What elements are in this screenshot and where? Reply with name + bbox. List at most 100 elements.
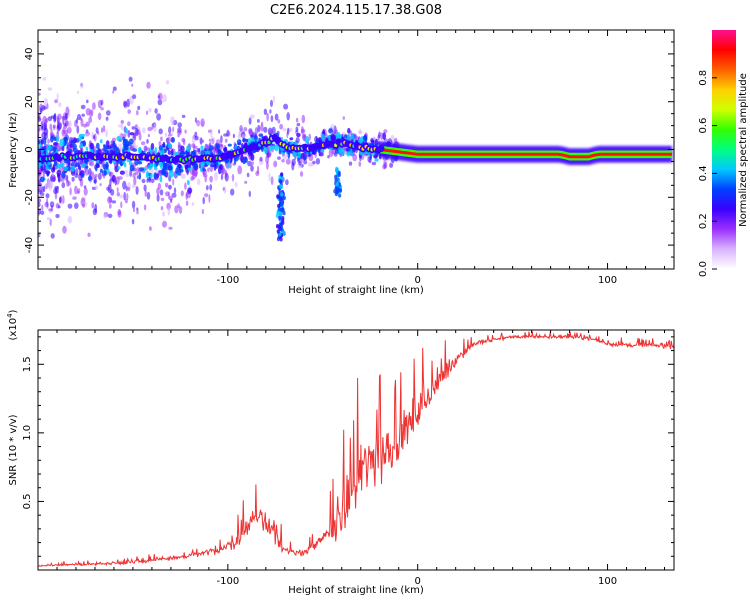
spectrogram-speckle [160,197,165,201]
snr-y-tick-label: 0.5 [22,493,33,509]
spectrogram-blob [128,160,133,166]
spectrogram-blob [292,152,297,157]
spectrogram-blob [374,138,379,147]
spectrogram-blob [103,144,107,153]
spectrogram-blob [328,128,333,134]
spectrogram-speckle [91,202,95,209]
spectrogram-speckle [54,192,58,200]
spectrogram-speckle [137,105,141,111]
spectrogram-speckle [177,122,182,128]
spectrogram-blob [59,138,65,147]
spectrogram-blob [40,164,44,172]
spectrogram-speckle [301,114,306,124]
colorbar: 0.0 0.2 0.4 0.6 0.8 Normalized spectral ampl… [698,30,749,277]
spectrogram-speckle [136,207,139,211]
spectrogram-speckle [384,162,388,168]
spectrogram-speckle [132,172,136,179]
spectrogram-blob [138,172,142,180]
spectrogram-speckle [107,184,112,194]
spectrogram-speckle [223,186,227,194]
spectrogram-blob [216,143,220,150]
spectrogram-blob [171,137,175,143]
spectrogram-speckle [146,191,151,200]
spectrogram-speckle [135,186,139,195]
spectrogram-speckle [263,126,268,133]
spectrogram-blob [124,127,128,134]
spectrogram-speckle [66,179,70,187]
spectrogram-speckle [100,127,104,134]
spectrogram-blob [119,160,123,167]
spectrogram-blob [149,173,153,179]
spectrogram-speckle [106,110,111,116]
spectrogram-blob [56,163,61,169]
spectrogram-x-label: Height of straight line (km) [288,285,424,296]
spectrogram-blob [95,142,100,150]
spectrogram-blob [274,144,279,152]
spectrogram-speckle [162,220,167,228]
spectrogram-blob [81,162,87,168]
spectrogram-blob [105,161,109,170]
spectrogram-speckle [180,190,184,197]
spectrogram-blob [56,169,62,177]
spectrogram-speckle [165,80,170,85]
spectrogram-speckle [248,117,252,125]
spectrogram-ridge-blob [378,145,385,153]
spectrogram-blob [63,166,68,172]
spectrogram-speckle [348,161,353,166]
spectrogram-branch [335,189,339,194]
snr-y-tick-label: 1.5 [22,356,33,372]
spectrogram-speckle [153,123,157,133]
spectrogram-blob [69,143,73,148]
spectrogram-speckle [119,194,124,199]
spectrogram-speckle [300,128,306,134]
spectrogram-speckle [240,125,243,129]
spectrogram-speckle [85,108,91,116]
spectrogram-blob [167,142,172,149]
spectrogram-speckle [40,210,45,216]
spectrogram-x-tick-label: -100 [216,275,239,286]
spectrogram-speckle [195,170,198,178]
spectrogram-speckle [181,114,186,118]
spectrogram-branch [281,220,285,225]
spectrogram-y-tick-label: 40 [24,48,35,61]
spectrogram-speckle [46,203,49,209]
spectrogram-speckle [218,129,221,134]
spectrogram-speckle [42,77,47,81]
spectrogram-speckle [160,206,164,211]
spectrogram-speckle [59,145,63,151]
spectrogram-speckle [296,122,301,127]
spectrogram-blob [81,173,85,177]
spectrogram-speckle [64,112,69,120]
spectrogram-speckle [131,218,135,225]
spectrogram-blob [183,151,188,155]
spectrogram-speckle [178,205,183,214]
snr-y-tick-label: 1.0 [22,425,33,441]
spectrogram-blob [50,135,54,143]
snr-panel: -100 0 100 0.5 1.0 1.5 Height of straight lin… [6,309,675,596]
spectrogram-speckle [48,208,53,212]
spectrogram-blob [335,132,341,139]
spectrogram-speckle [184,182,187,190]
spectrogram-blob [213,163,217,171]
spectrogram-speckle [143,184,147,192]
spectrogram-speckle [102,125,106,133]
colorbar-tick-label: 0.8 [698,70,709,86]
spectrogram-speckle [54,99,58,104]
spectrogram-blob [80,143,83,149]
spectrogram-speckle [131,184,136,188]
spectrogram-branch [335,166,339,172]
spectrogram-speckle [285,179,289,186]
spectrogram-blob [287,150,291,159]
spectrogram-speckle [282,128,287,132]
spectrogram-blob [226,164,231,168]
spectrogram-speckle [315,158,321,165]
spectrogram-speckle [133,176,137,186]
spectrogram-speckle [76,125,80,134]
spectrogram-speckle [161,211,166,217]
spectrogram-speckle [147,133,150,138]
spectrogram-speckle [116,187,119,193]
spectrogram-blob [345,147,349,152]
spectrogram-speckle [291,158,296,166]
spectrogram-speckle [143,204,147,211]
spectrogram-speckle [198,148,201,155]
